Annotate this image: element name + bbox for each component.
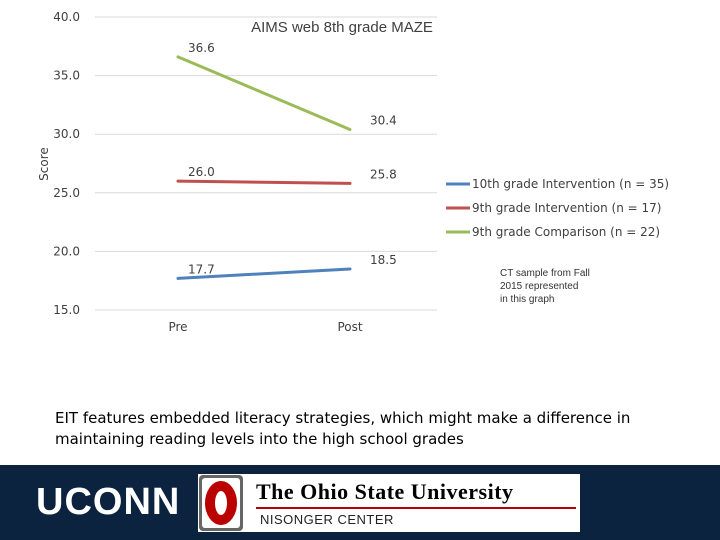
legend-label: 10th grade Intervention (n = 35) <box>472 177 669 191</box>
y-tick-label: 30.0 <box>53 127 80 141</box>
data-label: 30.4 <box>370 114 397 128</box>
data-label: 18.5 <box>370 253 397 267</box>
footer-bar: UCONN The Ohio State University NISONGER… <box>0 465 720 540</box>
y-tick-label: 20.0 <box>53 244 80 258</box>
legend-label: 9th grade Intervention (n = 17) <box>472 201 661 215</box>
legend-label: 9th grade Comparison (n = 22) <box>472 225 660 239</box>
x-tick-label: Post <box>337 320 362 334</box>
data-labels: 17.7 18.5 26.0 25.8 36.6 30.4 <box>188 41 397 277</box>
chart-title: AIMS web 8th grade MAZE <box>251 19 433 36</box>
x-tick-label: Pre <box>168 320 187 334</box>
osu-block-o-logo <box>199 475 243 531</box>
osu-logo-block: The Ohio State University NISONGER CENTE… <box>198 474 580 532</box>
sample-note-line: in this graph <box>500 294 555 305</box>
sample-note-line: CT sample from Fall <box>500 268 590 279</box>
line-chart: 15.0 20.0 25.0 30.0 35.0 40.0 Pre Post Score A… <box>37 10 669 334</box>
series-lines <box>176 55 352 280</box>
sample-note-line: 2015 represented <box>500 281 579 292</box>
osu-divider <box>256 507 576 509</box>
data-label: 17.7 <box>188 262 215 276</box>
gridlines <box>95 16 437 311</box>
data-label: 25.8 <box>370 167 397 181</box>
y-tick-label: 15.0 <box>53 303 80 317</box>
series-line <box>176 267 352 280</box>
sample-note: CT sample from Fall 2015 represented in … <box>500 267 620 306</box>
y-axis-title: Score <box>37 147 51 181</box>
osu-name: The Ohio State University <box>256 479 514 504</box>
uconn-logo: UCONN <box>36 481 181 523</box>
y-tick-label: 40.0 <box>53 10 80 24</box>
y-tick-label: 25.0 <box>53 186 80 200</box>
y-axis-ticks: 15.0 20.0 25.0 30.0 35.0 40.0 <box>53 10 80 317</box>
osu-center-name: NISONGER CENTER <box>260 512 394 527</box>
series-line <box>176 55 352 132</box>
y-tick-label: 35.0 <box>53 69 80 83</box>
caption-text: EIT features embedded literacy strategie… <box>55 409 631 448</box>
data-label: 36.6 <box>188 41 215 55</box>
legend: 10th grade Intervention (n = 35) 9th grad… <box>446 177 669 239</box>
x-axis-ticks: Pre Post <box>168 320 362 334</box>
series-line <box>176 179 352 185</box>
data-label: 26.0 <box>188 165 215 179</box>
